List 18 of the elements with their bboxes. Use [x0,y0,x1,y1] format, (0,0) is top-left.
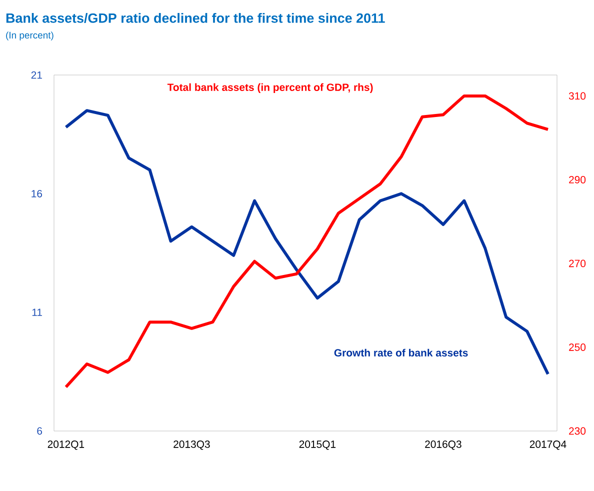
x-tick-label: 2013Q3 [174,440,210,450]
x-tick-label: 2017Q4 [530,440,566,450]
x-tick-label: 2012Q1 [48,440,84,450]
x-tick-label: 2015Q1 [299,440,336,450]
chart-title: Bank assets/GDP ratio declined for the first time since 2011 [6,12,385,23]
x-tick-label: 2016Q3 [425,440,462,450]
y-tick-label: 21 [31,71,42,79]
text: Growth rate of bank assets [334,348,468,357]
y2-tick-label: 310 [568,92,586,100]
y-tick-label: 6 [37,427,42,435]
y2-tick-label: 230 [569,427,586,435]
text: Total bank assets (in percent of GDP, rhs) [167,83,373,94]
y2-tick-label: 290 [569,176,586,184]
y2-tick-label: 270 [569,260,586,268]
y-tick-label: 11 [32,308,42,316]
chart-subtitle: (In percent) [6,32,54,40]
y2-tick-label: 250 [569,344,586,351]
y-tick-label: 16 [32,190,42,198]
